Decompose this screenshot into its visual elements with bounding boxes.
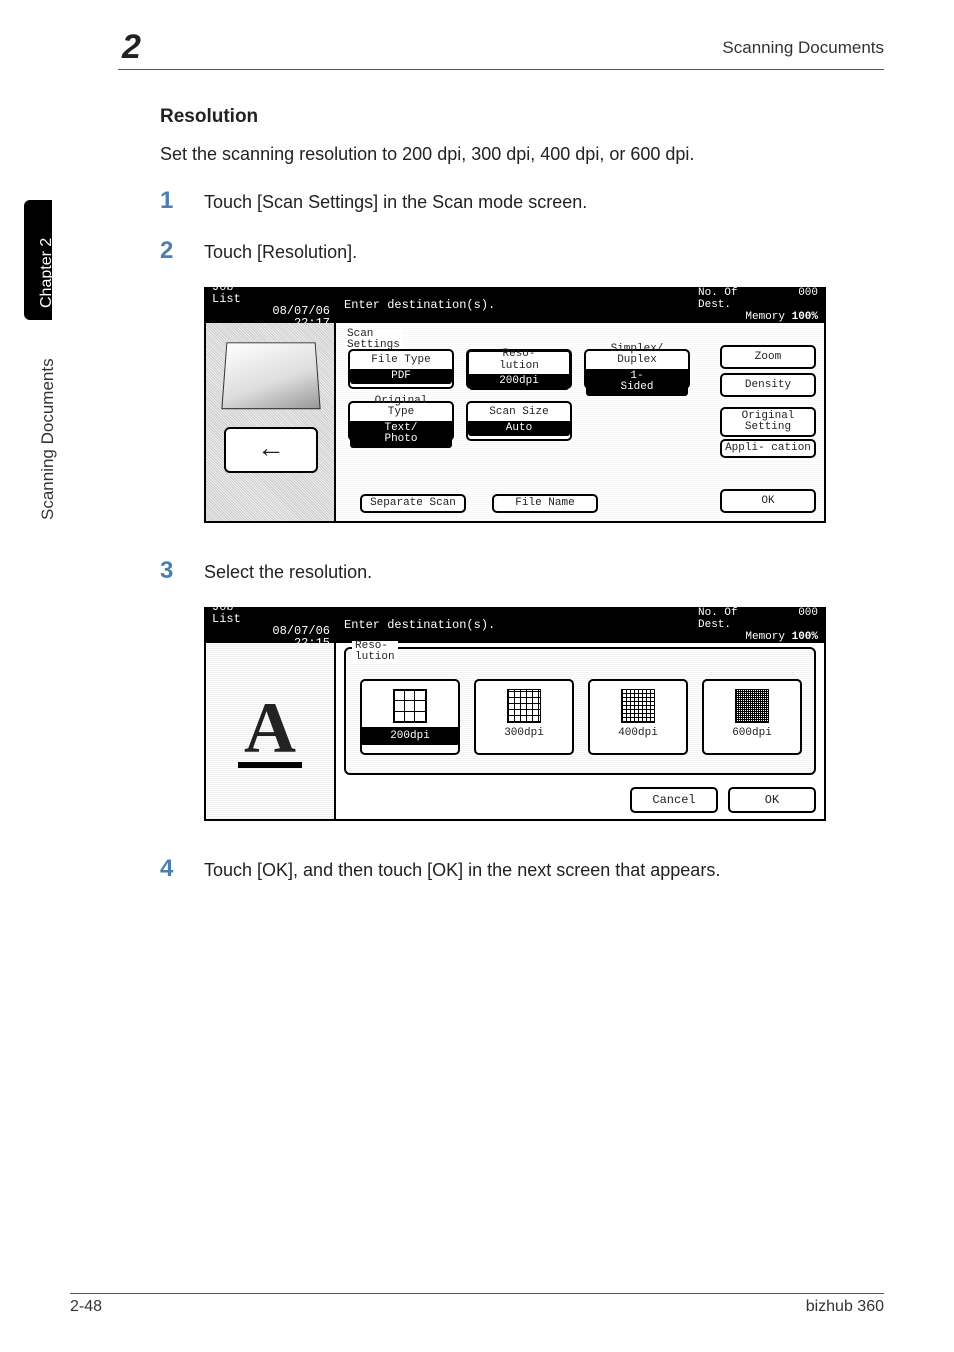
resolution-300-label: 300dpi (476, 727, 572, 739)
resolution-600-button[interactable]: 600dpi (702, 679, 802, 755)
step-text-4: Touch [OK], and then touch [OK] in the n… (204, 860, 720, 881)
step-number-3: 3 (160, 557, 204, 585)
density-button[interactable]: Density (720, 373, 816, 397)
chapter-number: 2 (118, 28, 141, 67)
resolution-400-button[interactable]: 400dpi (588, 679, 688, 755)
resolution-button[interactable]: Reso- lution 200dpi (466, 349, 572, 389)
job-list-tab[interactable]: Job List 08/07/06 22:17 (206, 289, 336, 321)
preview-letter-icon: A (238, 694, 302, 768)
scan-size-label: Scan Size (470, 407, 568, 419)
section-intro: Set the scanning resolution to 200 dpi, … (160, 142, 884, 167)
original-type-value: Text/ Photo (350, 421, 452, 448)
arrow-left-icon: ← (263, 435, 280, 466)
original-type-button[interactable]: Original Type Text/ Photo (348, 401, 454, 441)
resolution-200-label: 200dpi (360, 727, 460, 745)
resolution-panel: Job List 08/07/06 22:15 Enter destinatio… (204, 607, 826, 821)
file-type-button[interactable]: File Type PDF (348, 349, 454, 389)
step-text-2: Touch [Resolution]. (204, 242, 357, 263)
resolution-group: Reso- lution 200dpi 300dpi (344, 647, 816, 775)
memory-info-2: No. Of Dest. 000 Memory 100% (692, 609, 824, 641)
step-text-3: Select the resolution. (204, 562, 372, 583)
grid-icon (621, 689, 655, 723)
memory-label: Memory (745, 311, 785, 323)
file-name-button[interactable]: File Name (492, 494, 598, 513)
step-number-1: 1 (160, 187, 204, 215)
back-arrow-button[interactable]: ← (224, 427, 318, 473)
memory-label-2: Memory (745, 631, 785, 643)
prompt-text-2: Enter destination(s). (336, 609, 692, 641)
resolution-label: Reso- lution (471, 349, 567, 372)
file-type-value: PDF (350, 369, 452, 385)
resolution-group-label: Reso- lution (352, 641, 398, 663)
grid-icon (393, 689, 427, 723)
no-of-dest-value-2: 000 (798, 607, 818, 631)
no-of-dest-value: 000 (798, 287, 818, 311)
document-preview-icon (221, 343, 320, 410)
no-of-dest-label: No. Of Dest. (698, 287, 738, 311)
step-number-2: 2 (160, 237, 204, 265)
original-type-label: Original Type (352, 396, 450, 419)
step-number-4: 4 (160, 855, 204, 883)
memory-value-2: 100% (792, 631, 818, 643)
no-of-dest-label-2: No. Of Dest. (698, 607, 738, 631)
application-button[interactable]: Appli- cation (720, 439, 816, 458)
job-list-label: Job List (212, 281, 336, 305)
prompt-text: Enter destination(s). (336, 289, 692, 321)
simplex-value: 1- Sided (586, 369, 688, 396)
job-list-label-2: Job List (212, 601, 336, 625)
resolution-400-label: 400dpi (590, 727, 686, 739)
file-type-label: File Type (352, 355, 450, 367)
resolution-value: 200dpi (469, 374, 569, 390)
separate-scan-button[interactable]: Separate Scan (360, 494, 466, 513)
scan-size-value: Auto (468, 421, 570, 437)
simplex-label: Simplex/ Duplex (588, 344, 686, 367)
ok-button[interactable]: OK (720, 489, 816, 513)
memory-info: No. Of Dest. 000 Memory 100% (692, 289, 824, 321)
side-vertical-title: Scanning Documents (38, 358, 58, 520)
resolution-200-button[interactable]: 200dpi (360, 679, 460, 755)
cancel-button[interactable]: Cancel (630, 787, 718, 813)
header-section-title: Scanning Documents (722, 38, 884, 58)
resolution-600-label: 600dpi (704, 727, 800, 739)
chapter-tab-label: Chapter 2 (38, 238, 56, 308)
footer-model: bizhub 360 (806, 1298, 884, 1316)
job-list-tab-2[interactable]: Job List 08/07/06 22:15 (206, 609, 336, 641)
scan-settings-panel: Job List 08/07/06 22:17 Enter destinatio… (204, 287, 826, 523)
zoom-button[interactable]: Zoom (720, 345, 816, 369)
simplex-duplex-button[interactable]: Simplex/ Duplex 1- Sided (584, 349, 690, 389)
ok-button-2[interactable]: OK (728, 787, 816, 813)
grid-icon (507, 689, 541, 723)
section-heading: Resolution (160, 106, 884, 128)
step-text-1: Touch [Scan Settings] in the Scan mode s… (204, 192, 587, 213)
grid-icon (735, 689, 769, 723)
resolution-300-button[interactable]: 300dpi (474, 679, 574, 755)
memory-value: 100% (792, 311, 818, 323)
chapter-tab: Chapter 2 (24, 200, 52, 320)
scan-settings-group-label: Scan Settings (344, 329, 403, 351)
original-setting-button[interactable]: Original Setting (720, 407, 816, 437)
scan-size-button[interactable]: Scan Size Auto (466, 401, 572, 441)
footer-page-number: 2-48 (70, 1298, 102, 1316)
